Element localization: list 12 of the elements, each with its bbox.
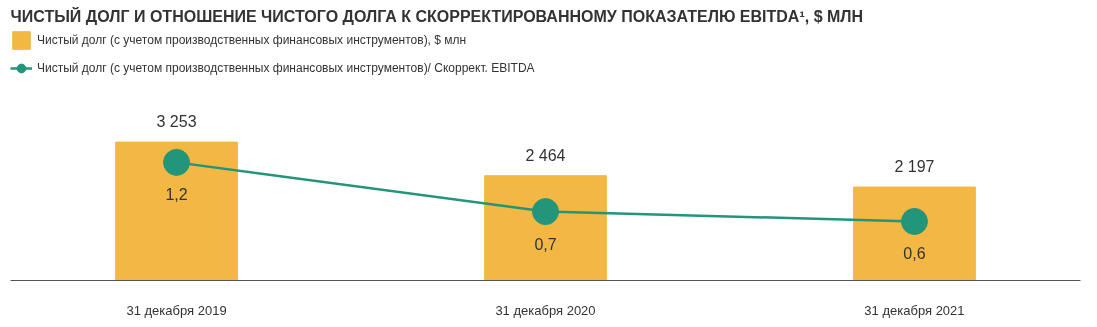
x-tick-label: 31 декабря 2019 xyxy=(126,302,227,318)
data-label: 3 253 xyxy=(156,113,197,131)
data-label: 0,7 xyxy=(534,235,557,253)
x-tick-label: 31 декабря 2021 xyxy=(864,302,965,318)
data-label: 2 464 xyxy=(525,146,566,164)
data-label: 2 197 xyxy=(894,158,935,176)
x-tick-label: 31 декабря 2020 xyxy=(495,302,596,318)
data-label: 0,6 xyxy=(903,245,926,263)
data-label: 1,2 xyxy=(165,186,188,204)
chart-title: ЧИСТЫЙ ДОЛГ И ОТНОШЕНИЕ ЧИСТОГО ДОЛГА К СКОРРЕКТИРОВАННОМУ ПОКАЗАТЕЛЮ EBITDA¹, $ МЛН xyxy=(10,6,864,25)
legend-label: Чистый долг (с учетом производственных финансовых инструментов), $ млн xyxy=(37,33,467,47)
legend-label: Чистый долг (с учетом производственных финансовых инструментов)/ Скоррект. EBITDA xyxy=(37,61,535,75)
